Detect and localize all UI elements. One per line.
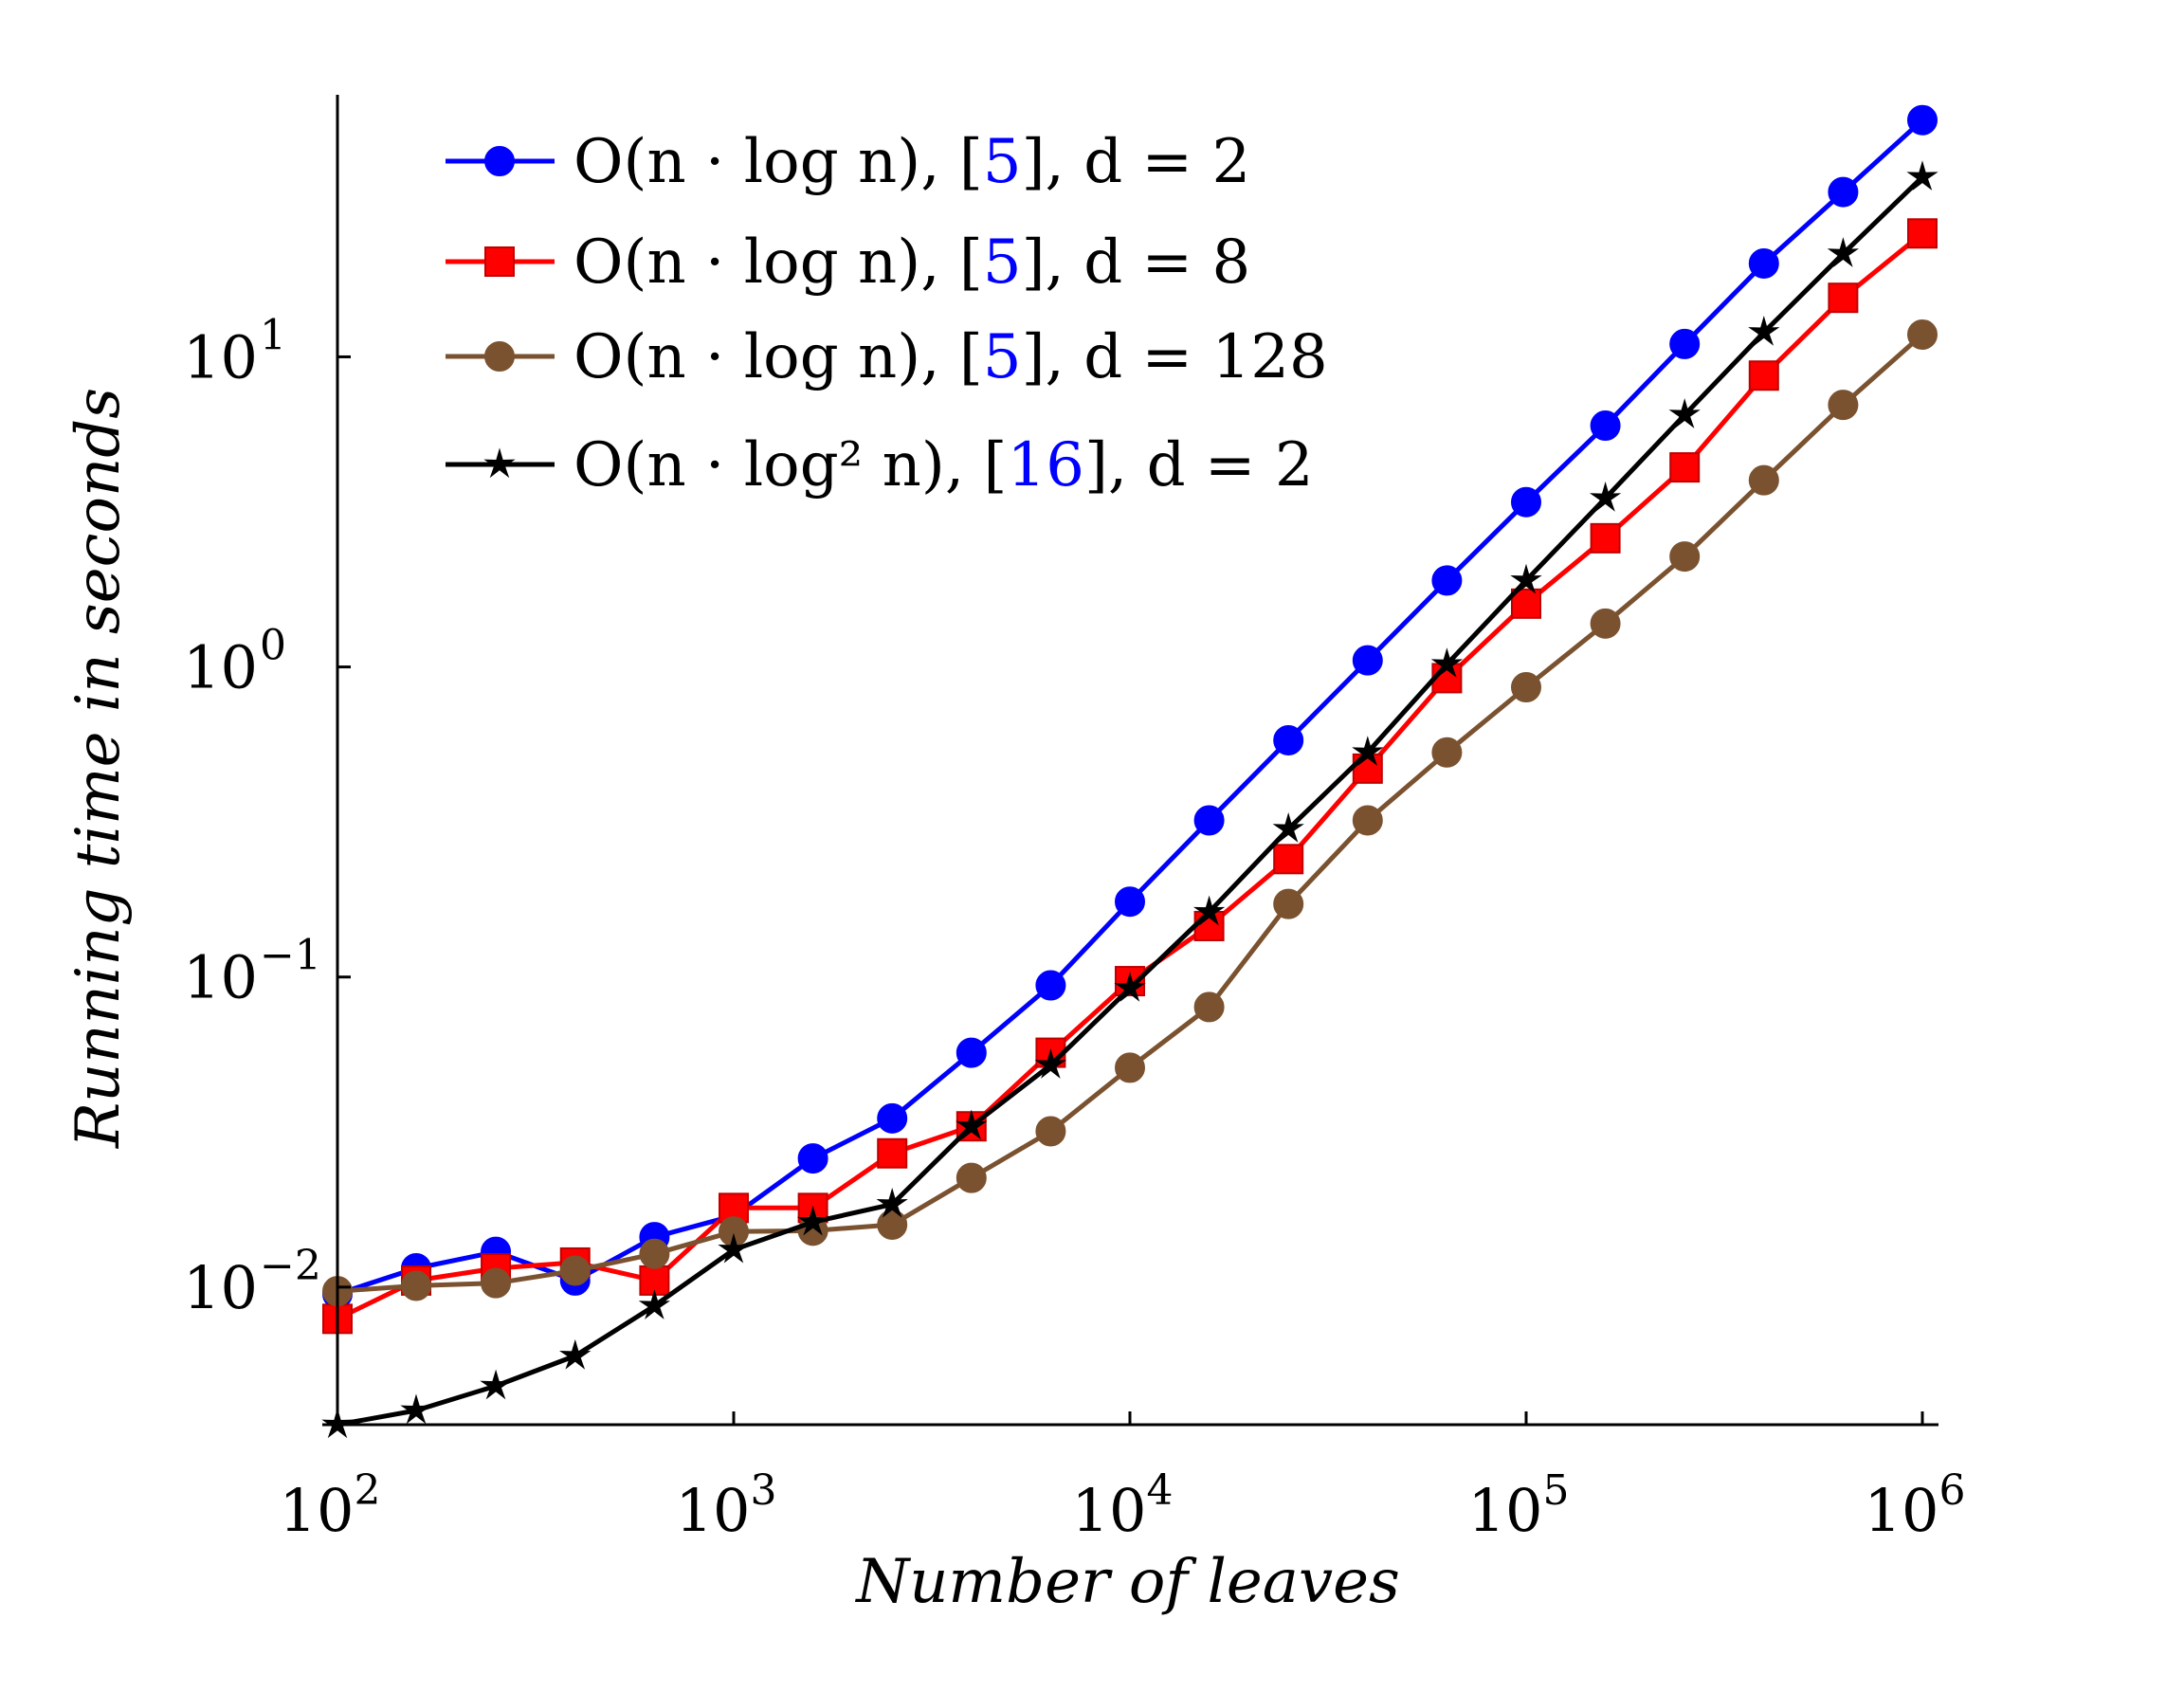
data-point [718, 1232, 750, 1264]
y-axis-title: Running time in seconds [64, 388, 134, 1149]
legend-entry: O(n · log² n), [16], d = 2 [446, 430, 1314, 500]
data-point [1511, 588, 1541, 619]
data-point [1115, 1052, 1145, 1083]
legend-label: O(n · log n), [5], d = 8 [573, 227, 1250, 298]
data-point [1748, 464, 1779, 496]
series-3 [322, 318, 1938, 1307]
data-point [877, 1102, 908, 1134]
x-axis-title: Number of leaves [854, 1547, 1400, 1617]
data-point [1907, 218, 1938, 249]
data-point [1590, 608, 1621, 639]
data-point [1511, 486, 1541, 518]
data-point [1430, 647, 1464, 678]
x-ticks: 102 103 104 105 106 [280, 1411, 1966, 1545]
legend-marker [484, 146, 515, 176]
data-point [956, 1109, 988, 1140]
legend-marker [483, 447, 516, 479]
legend-label: O(n · log n), [5], d = 128 [573, 322, 1328, 392]
data-point [1669, 328, 1701, 359]
legend-entry: O(n · log n), [5], d = 128 [446, 322, 1328, 392]
data-point [1272, 812, 1304, 843]
data-point [1273, 844, 1304, 875]
data-point [1431, 565, 1463, 596]
data-point [1828, 282, 1859, 314]
legend-entry: O(n · log n), [5], d = 2 [446, 127, 1250, 197]
legend: O(n · log n), [5], d = 2 O(n · log n), [5… [446, 127, 1328, 500]
data-point [559, 1338, 592, 1370]
data-point [1748, 247, 1779, 279]
data-point [1827, 237, 1860, 267]
x-tick-label: 105 [1468, 1466, 1570, 1545]
data-point [796, 1205, 829, 1236]
legend-label: O(n · log² n), [16], d = 2 [573, 430, 1314, 500]
data-point [1828, 176, 1859, 208]
data-point [1352, 645, 1383, 676]
data-point [797, 1143, 828, 1174]
y-ticks: 10−2 10−1 100 101 [183, 311, 351, 1322]
plot-series [321, 104, 1938, 1439]
x-tick-label: 103 [676, 1466, 777, 1545]
data-point [1273, 888, 1304, 919]
data-point [1193, 992, 1225, 1023]
data-point [1035, 1116, 1066, 1147]
x-tick-label: 106 [1865, 1466, 1966, 1545]
data-point [1273, 724, 1304, 755]
data-point [1510, 563, 1542, 594]
data-point [1352, 805, 1383, 836]
data-point [1907, 318, 1938, 350]
y-tick-label: 101 [183, 311, 286, 391]
data-point [877, 1137, 908, 1169]
data-point [1590, 410, 1621, 442]
data-point [481, 1267, 512, 1299]
data-point [1352, 736, 1384, 766]
data-point [1352, 753, 1383, 784]
data-point [1669, 452, 1701, 483]
legend-marker [484, 341, 515, 372]
data-point [1828, 390, 1859, 421]
data-point [401, 1270, 432, 1301]
data-point [956, 1037, 987, 1068]
data-point [1590, 522, 1621, 554]
data-point [1906, 160, 1938, 191]
data-point [1034, 1048, 1067, 1079]
y-tick-label: 10−2 [183, 1242, 321, 1322]
data-point [1748, 360, 1779, 391]
data-point [1115, 886, 1145, 918]
data-point [559, 1255, 591, 1286]
data-point [1114, 972, 1146, 1002]
series-4 [321, 160, 1938, 1439]
data-point [1669, 541, 1701, 573]
data-point [1589, 482, 1622, 512]
series-line [336, 231, 1924, 1321]
data-point [1668, 398, 1701, 428]
data-point [956, 1162, 987, 1193]
legend-entry: O(n · log n), [5], d = 8 [446, 227, 1250, 298]
x-tick-label: 104 [1072, 1466, 1174, 1545]
data-point [877, 1209, 908, 1240]
data-point [1193, 805, 1225, 836]
y-tick-label: 100 [183, 622, 286, 702]
data-point [1035, 970, 1066, 1001]
data-point [1431, 737, 1463, 768]
data-point [1907, 104, 1938, 136]
data-point [1511, 672, 1541, 703]
data-point [1748, 316, 1780, 346]
x-tick-label: 102 [280, 1466, 381, 1545]
data-point [639, 1238, 670, 1269]
data-point [1192, 895, 1226, 926]
legend-marker [484, 246, 515, 277]
data-point [480, 1369, 512, 1400]
data-point [638, 1289, 671, 1319]
data-point [400, 1393, 432, 1425]
y-tick-label: 10−1 [183, 932, 321, 1012]
legend-label: O(n · log n), [5], d = 2 [573, 127, 1250, 197]
data-point [876, 1187, 908, 1218]
